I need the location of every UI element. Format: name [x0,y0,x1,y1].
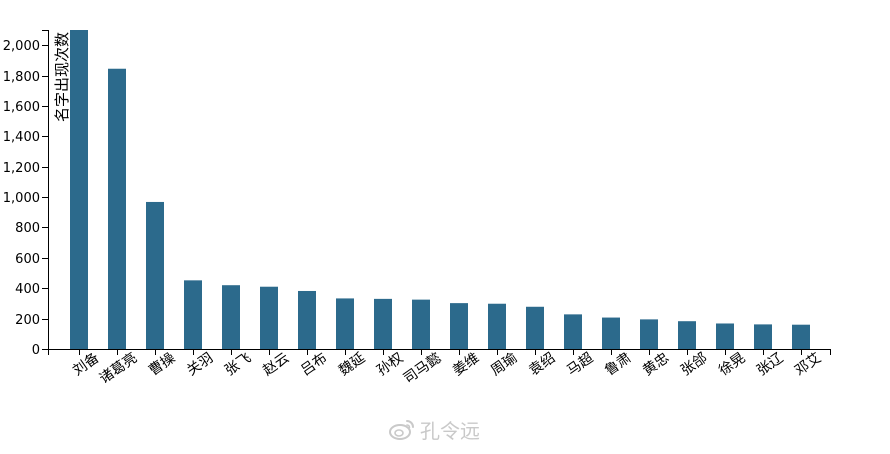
y-tick-label: 1,800 [3,70,40,85]
y-tick-label: 1,000 [3,191,40,206]
x-tick-label: 袁绍 [526,350,558,379]
bar-周瑜 [488,303,506,349]
bar-邓艾 [792,324,810,349]
bar-曹操 [146,201,164,349]
x-tick-label: 周瑜 [488,350,520,379]
bar-关羽 [184,280,202,349]
x-tick-label: 黄忠 [640,349,673,379]
bar-孙权 [374,298,392,349]
bar-魏延 [336,298,354,349]
x-tick-label: 姜维 [450,350,482,379]
bar-马超 [564,314,582,349]
y-axis-line [42,30,49,350]
bar-诸葛亮 [108,68,126,349]
y-tick-label: 600 [15,252,40,267]
x-tick-label: 吕布 [298,350,330,379]
x-tick-label: 张辽 [754,350,786,379]
bar-张辽 [754,324,772,349]
y-tick-label: 200 [15,313,40,328]
y-axis-label: 名字出现次数 [53,32,71,122]
x-axis-line [48,349,831,355]
bar-黄忠 [640,319,658,349]
bar-鲁肃 [602,317,620,349]
y-tick-label: 1,400 [3,130,40,145]
x-tick-label: 曹操 [146,350,178,379]
bar-赵云 [260,286,278,349]
bar-袁绍 [526,306,544,349]
bar-徐晃 [716,323,734,349]
bars-group [70,30,810,349]
x-tick-label: 魏延 [336,350,368,379]
watermark: 孔令远 [388,414,480,444]
bar-刘备 [70,30,88,349]
y-tick-label: 0 [32,343,40,358]
x-tick-label: 诸葛亮 [96,349,140,387]
bar-姜维 [450,303,468,349]
bar-司马懿 [412,299,430,349]
y-tick-label: 1,600 [3,100,40,115]
x-tick-label: 鲁肃 [602,350,634,379]
bar-张郃 [678,321,696,349]
bar-张飞 [222,285,240,349]
bar-吕布 [298,290,316,349]
y-tick-label: 800 [15,221,40,236]
x-tick-label: 张郃 [678,350,710,379]
x-tick-label: 关羽 [184,350,216,379]
x-tick-label: 邓艾 [792,350,824,379]
x-tick-label: 赵云 [260,350,292,379]
x-tick-label: 徐晃 [716,350,748,379]
y-tick-label: 400 [15,282,40,297]
x-tick-label: 张飞 [222,350,254,379]
y-tick-label: 1,200 [3,161,40,176]
y-axis: 0 200 400 600 800 1,000 1,200 1,400 1,600 1,800 2,… [3,30,49,358]
weibo-icon [389,420,414,440]
y-tick-label: 2,000 [3,39,40,54]
x-tick-label: 司马懿 [401,350,445,387]
x-tick-label: 马超 [564,350,596,379]
watermark-text: 孔令远 [420,418,480,443]
